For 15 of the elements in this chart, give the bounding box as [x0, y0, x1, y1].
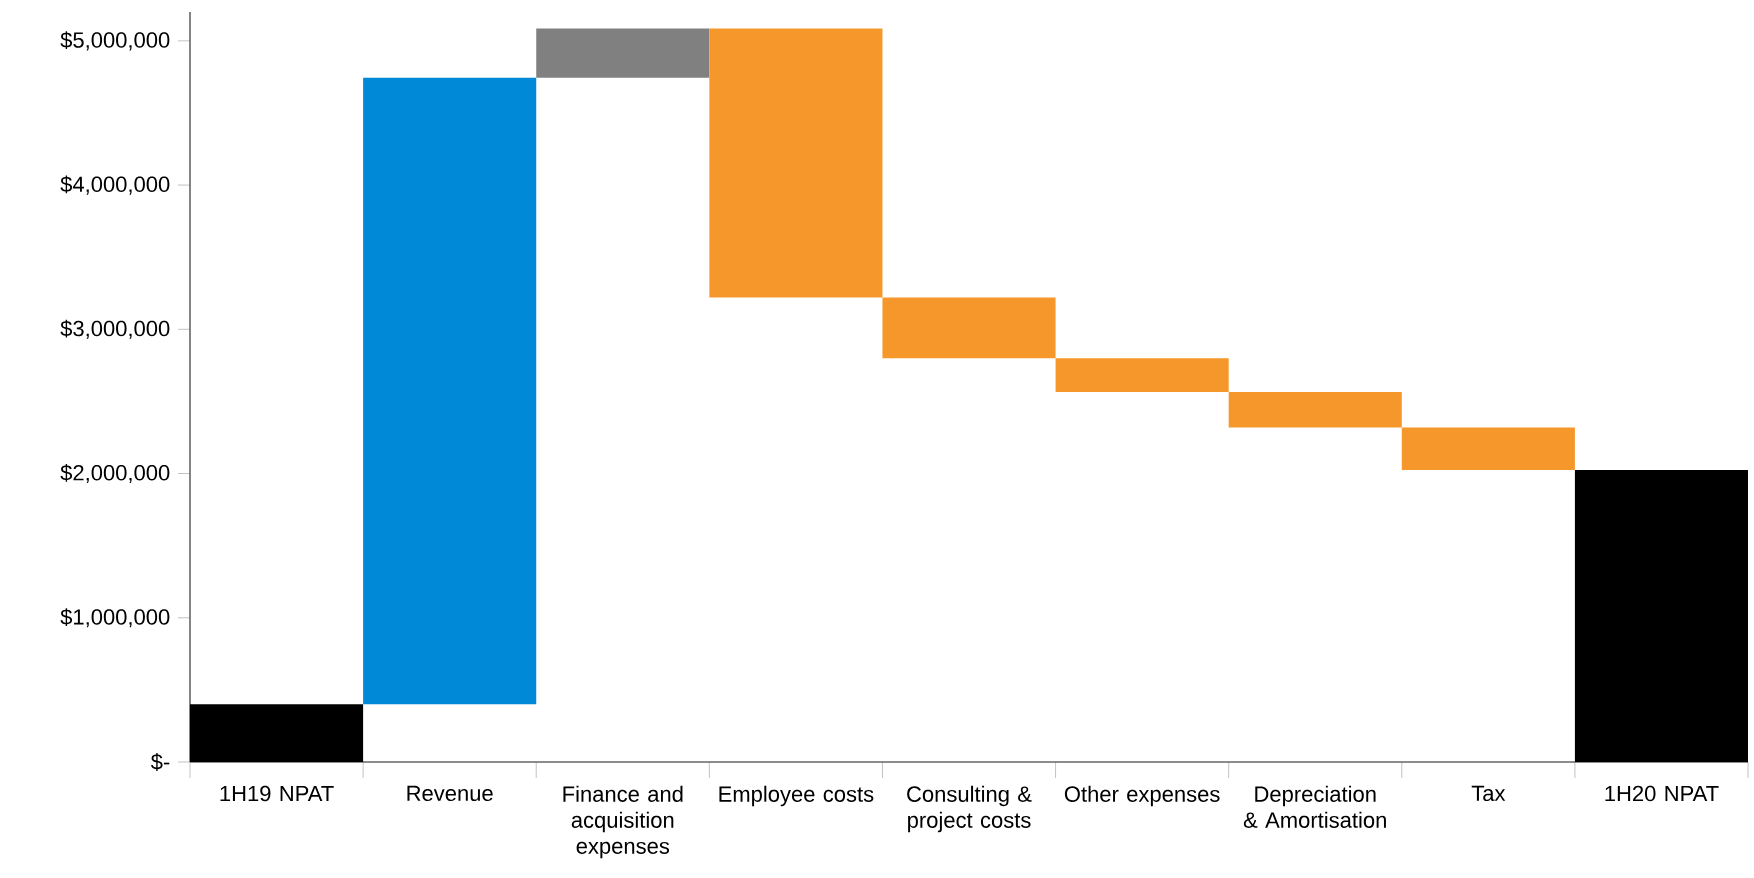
x-tick-label: Employee costs	[719, 785, 874, 807]
x-tick-label: Finance and acquisition expenses	[563, 785, 683, 859]
x-tick-label: Depreciation & Amortisation	[1243, 785, 1386, 828]
y-tick-label: $4,000,000	[60, 175, 170, 195]
x-tick-label: Other expenses	[1064, 785, 1220, 807]
y-tick-label: $3,000,000	[60, 319, 170, 339]
x-tick-label: Revenue	[407, 785, 493, 802]
y-tick-label: $5,000,000	[60, 31, 170, 51]
x-tick-label: Consulting & project costs	[907, 785, 1032, 833]
x-tick-label: 1H19 NPAT	[220, 785, 334, 802]
x-tick-label: Tax	[1471, 785, 1506, 802]
y-tick-label: $-	[150, 753, 170, 771]
y-tick-label: $2,000,000	[60, 463, 170, 484]
y-tick-label: $1,000,000	[60, 608, 170, 628]
x-tick-label: 1H20 NPAT	[1605, 785, 1719, 802]
